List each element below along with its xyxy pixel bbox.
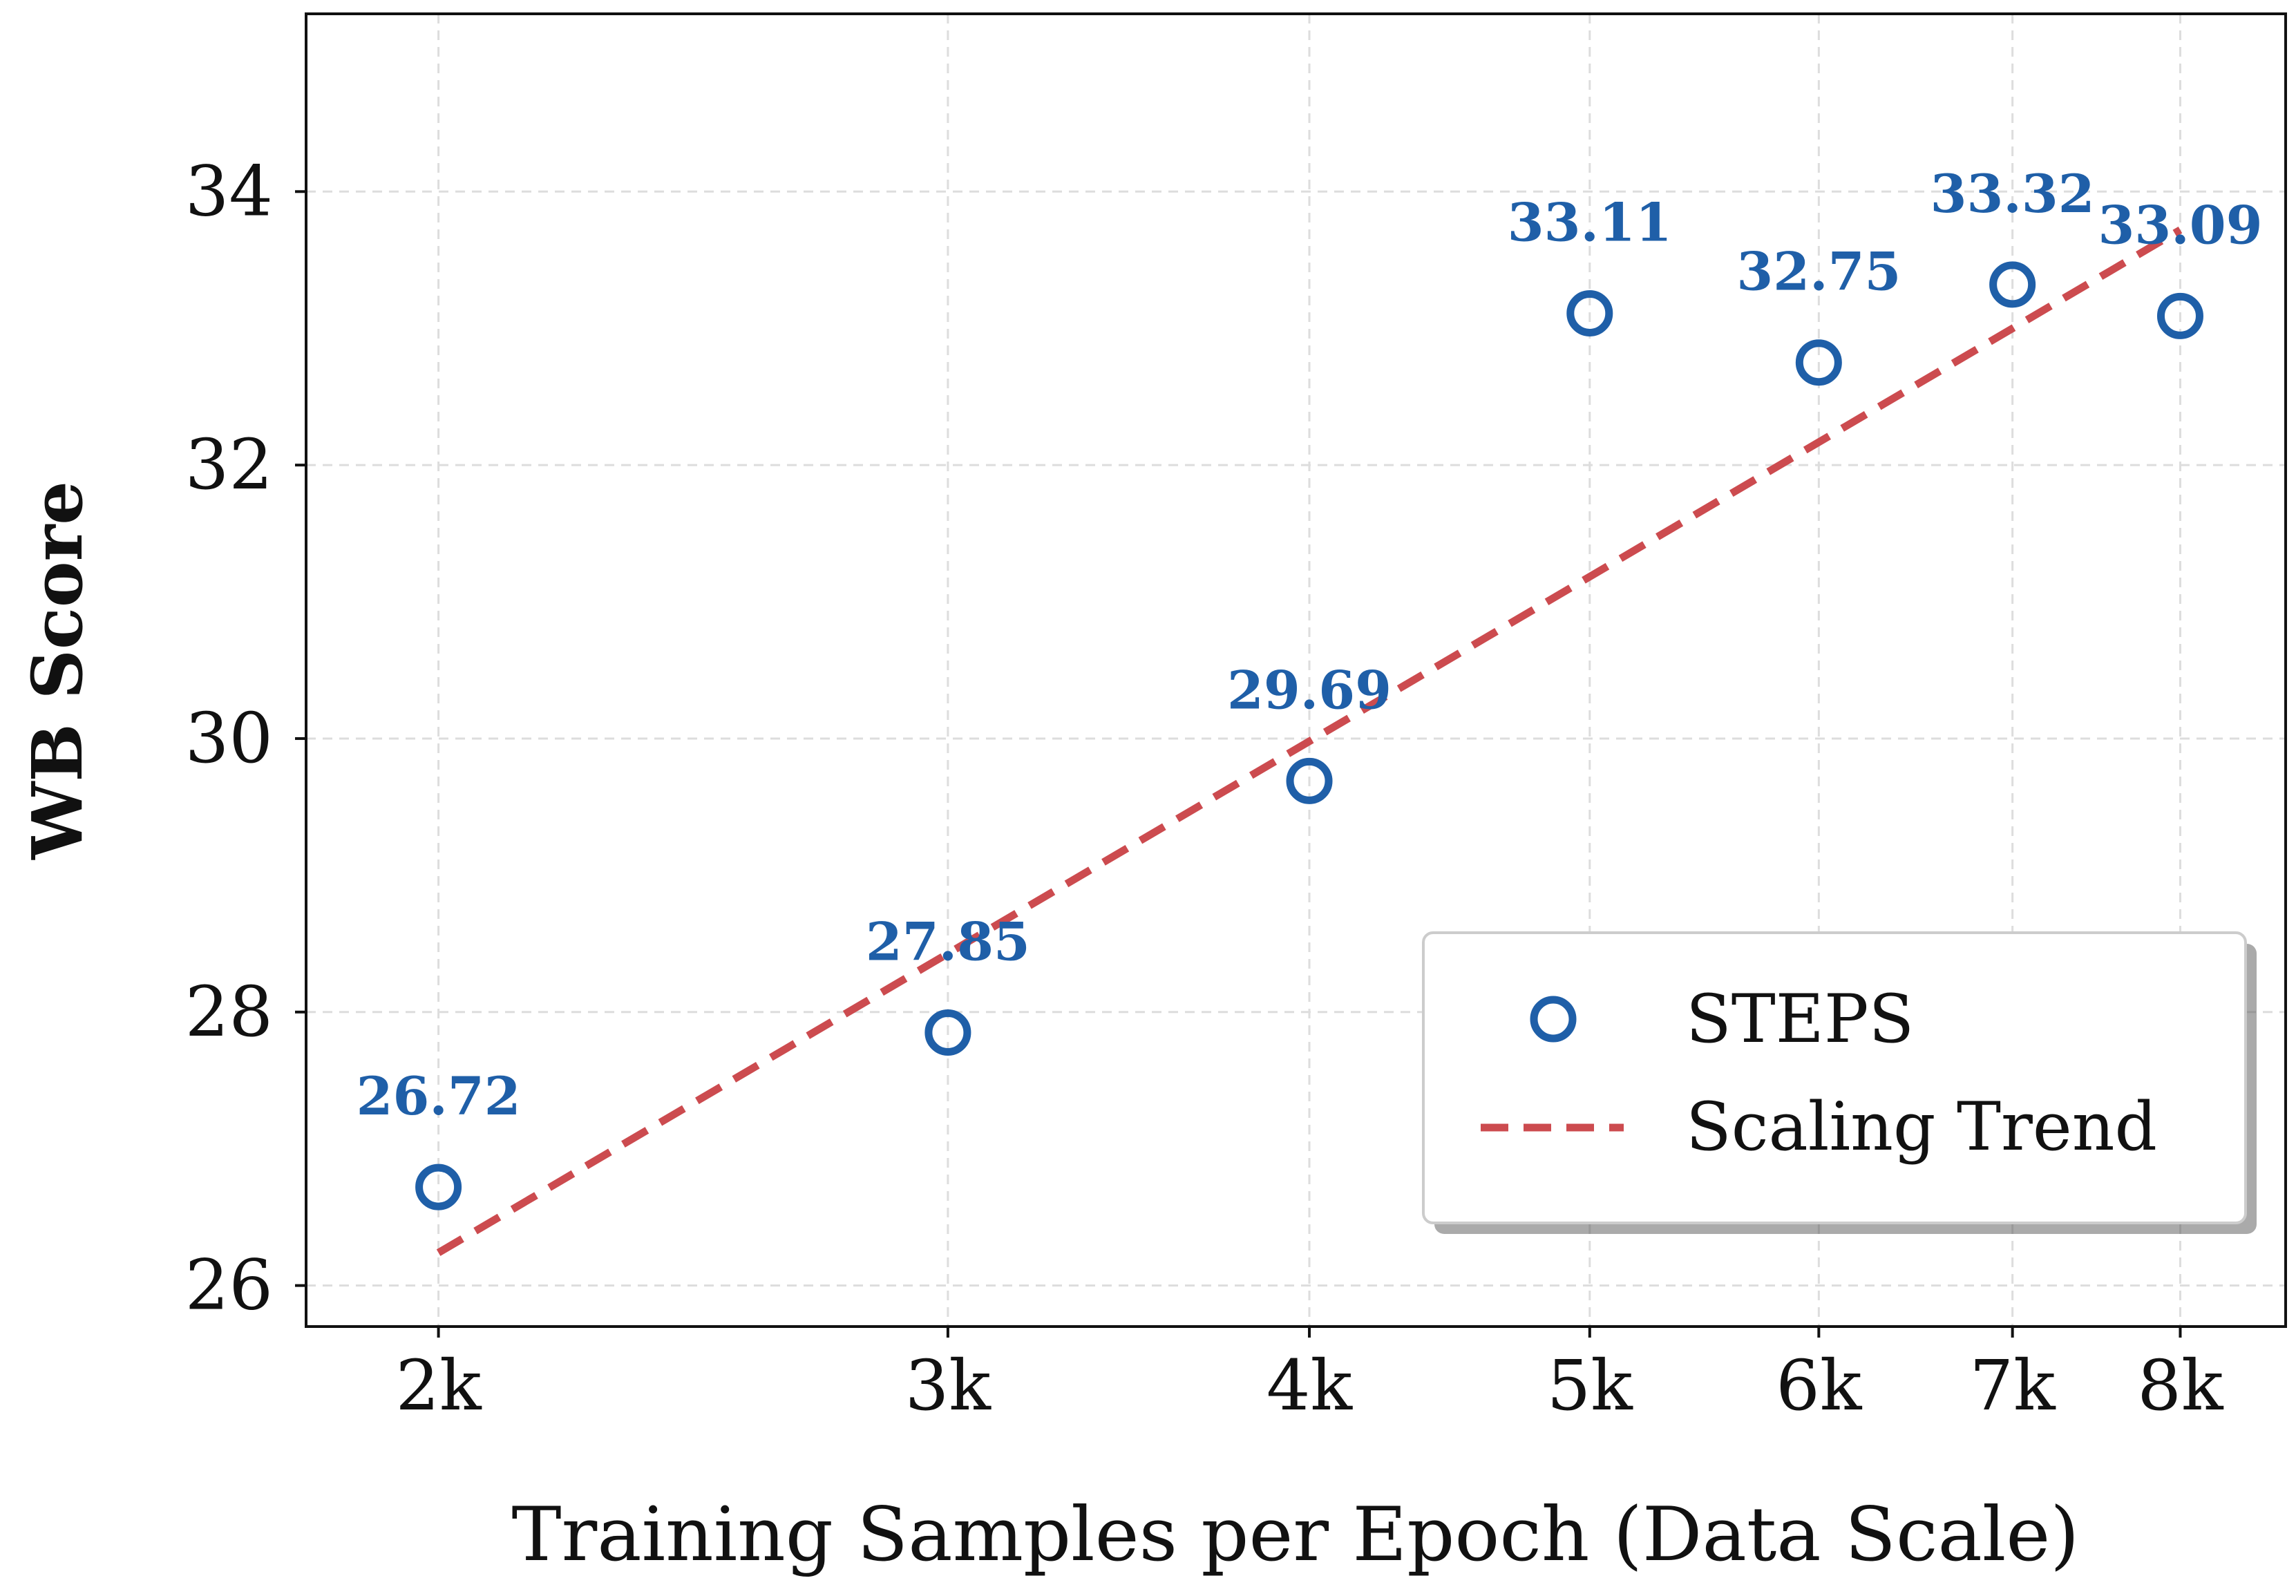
data-point <box>1286 757 1333 804</box>
x-tick-label: 8k <box>2137 1345 2224 1426</box>
scaling-trend-line <box>436 226 2183 1256</box>
data-point <box>924 1009 971 1056</box>
y-tick-label: 26 <box>185 1245 273 1326</box>
x-tick-label: 4k <box>1266 1345 1354 1426</box>
data-label: 26.72 <box>357 1065 521 1127</box>
data-label: 33.32 <box>1930 163 2095 225</box>
y-tick-label: 32 <box>185 424 273 505</box>
y-tick-label: 28 <box>185 971 273 1052</box>
data-point <box>2156 292 2203 339</box>
legend: STEPS Scaling Trend <box>1422 931 2257 1234</box>
y-ticks: 26 28 30 32 34 <box>185 151 306 1326</box>
trend-line-group <box>436 226 2183 1256</box>
x-tick-label: 7k <box>1970 1345 2057 1426</box>
x-ticks: 2k 3k 4k 5k 6k 7k 8k <box>395 1327 2224 1426</box>
legend-steps-marker <box>1530 996 1577 1043</box>
legend-trend-label: Scaling Trend <box>1686 1088 2157 1166</box>
data-point <box>1566 289 1613 336</box>
x-tick-label: 2k <box>395 1345 482 1426</box>
data-label: 32.75 <box>1736 241 1901 303</box>
x-tick-label: 3k <box>905 1345 992 1426</box>
data-point <box>1795 339 1842 386</box>
data-point <box>1989 261 2036 308</box>
legend-box <box>1422 931 2247 1224</box>
points-group <box>415 261 2203 1210</box>
legend-steps-label: STEPS <box>1686 980 1914 1058</box>
data-point <box>415 1163 462 1210</box>
data-label: 33.11 <box>1508 191 1672 253</box>
y-tick-label: 30 <box>185 698 273 779</box>
data-label: 33.09 <box>2098 194 2262 256</box>
y-axis-title: WB Score <box>17 481 98 860</box>
y-tick-label: 34 <box>185 151 273 231</box>
x-tick-label: 5k <box>1547 1345 1634 1426</box>
x-tick-label: 6k <box>1776 1345 1863 1426</box>
x-axis-title: Training Samples per Epoch (Data Scale) <box>512 1492 2080 1578</box>
data-label: 27.85 <box>866 911 1030 972</box>
data-label: 29.69 <box>1227 659 1392 721</box>
plot-frame <box>305 12 2287 1328</box>
